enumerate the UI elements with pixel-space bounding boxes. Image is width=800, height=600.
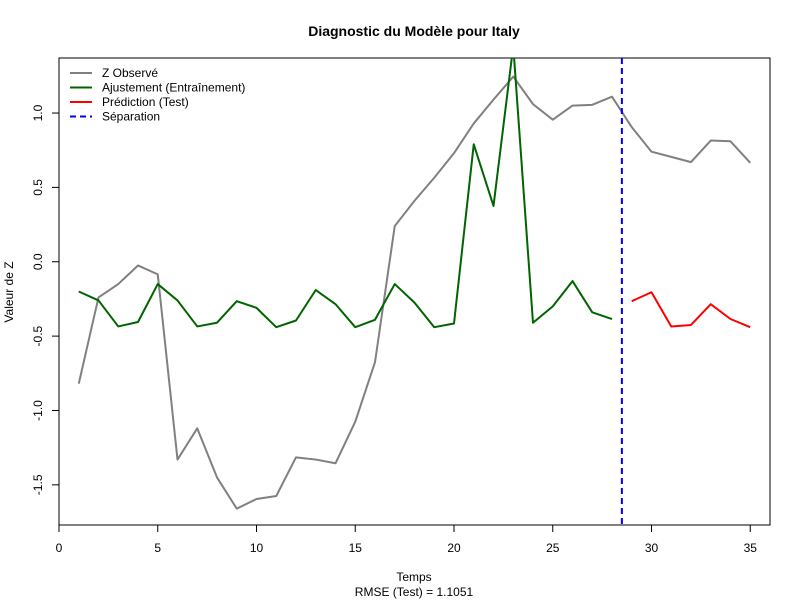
- y-axis: -1.5 -1.0 -0.5 0.0 0.5 1.0: [31, 104, 60, 495]
- y-tick-label: -1.0: [31, 400, 45, 421]
- rmse-subtitle: RMSE (Test) = 1.1051: [355, 585, 474, 599]
- y-tick-label: -1.5: [31, 474, 45, 495]
- x-axis-title: Temps: [396, 570, 431, 584]
- x-tick-label: 5: [154, 541, 161, 555]
- x-tick-label: 15: [349, 541, 363, 555]
- y-tick-label: -0.5: [31, 325, 45, 346]
- y-tick-label: 0.5: [31, 179, 45, 196]
- y-tick-label: 1.0: [31, 104, 45, 121]
- x-tick-label: 10: [250, 541, 264, 555]
- x-tick-label: 25: [546, 541, 560, 555]
- legend-label-3: Séparation: [102, 110, 160, 124]
- chart-title: Diagnostic du Modèle pour Italy: [308, 23, 520, 39]
- legend-label-1: Ajustement (Entraînement): [102, 81, 245, 95]
- plot-area: [58, 57, 771, 526]
- series-line-2: [631, 291, 751, 329]
- x-tick-label: 20: [447, 541, 461, 555]
- y-axis-title: Valeur de Z: [2, 261, 16, 322]
- series-line-0: [77, 75, 751, 510]
- x-axis: 0 5 10 15 20 25 30 35: [56, 524, 758, 555]
- x-tick-label: 0: [56, 541, 63, 555]
- x-tick-label: 30: [645, 541, 659, 555]
- legend-label-2: Prédiction (Test): [102, 95, 189, 109]
- y-tick-label: 0.0: [31, 253, 45, 270]
- series-layer: [77, 58, 751, 510]
- x-tick-label: 35: [744, 541, 758, 555]
- legend-label-0: Z Observé: [102, 66, 158, 80]
- series-line-1: [78, 58, 613, 329]
